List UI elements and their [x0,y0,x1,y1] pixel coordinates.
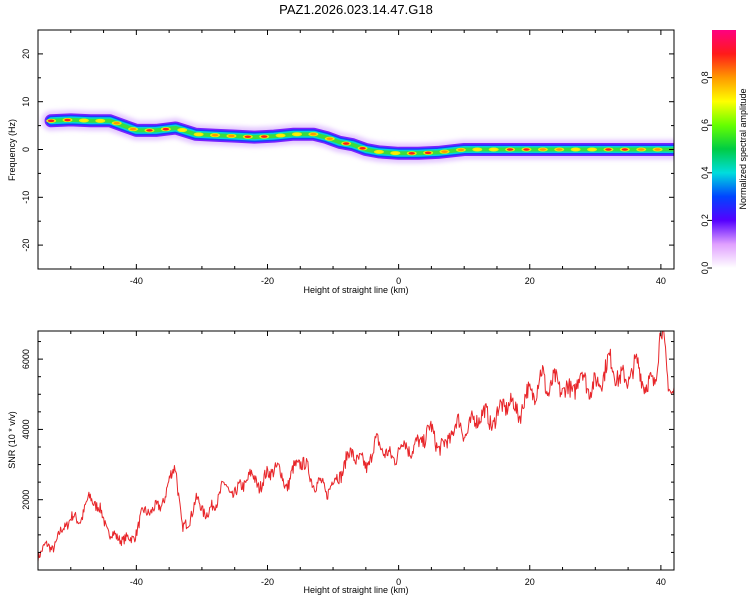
ridge-core-inner [621,148,629,151]
colorbar-tick-label: 0.8 [700,71,710,84]
chart-title: PAZ1.2026.023.14.47.G18 [279,2,433,17]
ridge-core-inner [457,148,465,152]
ridge-core-inner [556,148,563,151]
ridge-core-inner [293,132,301,136]
ridge-core-inner [146,129,153,132]
snr-xtick-label: 20 [525,577,535,587]
ridge-core-inner [129,127,137,131]
colorbar-label: Normalized spectral amplitude [738,88,748,209]
colorbar-tick-label: 0.4 [700,167,710,180]
ridge-core-inner [244,135,252,139]
spectrogram-xlabel: Height of straight line (km) [303,285,408,295]
ridge-core-inner [588,148,596,151]
spectrogram-xtick-label: 40 [656,276,666,286]
colorbar-tick-label: 0.6 [700,119,710,132]
snr-series-line [38,331,674,562]
spectrogram-axes: -40 -20 0 20 40 -20 -10 0 10 20 [21,29,674,286]
snr-ytick-label: 2000 [21,490,31,510]
ridge-core-inner [654,148,661,151]
ridge-peak-cores [46,118,663,156]
ridge-core-inner [359,147,366,150]
ridge-core-inner [490,148,497,151]
spectrogram-ytick-label: 20 [21,49,31,59]
spectrogram-xtick-label: -40 [130,276,143,286]
ridge-core-inner [195,133,202,136]
ridge-core-inner [441,150,448,153]
snr-plot: -40 -20 0 20 40 2000 4000 6000 Height of straig… [7,330,675,595]
ridge-core-inner [342,142,350,145]
ridge-core-inner [572,148,579,151]
snr-xtick-label: 0 [396,577,401,587]
snr-frame [37,330,675,571]
ridge-core-inner [47,119,55,123]
spectrogram-xtick-label: 20 [525,276,535,286]
ridge-core-inner [506,148,514,151]
ridge-core-inner [310,132,317,136]
ridge-core-inner [64,118,71,122]
ridge-core-inner [638,148,645,151]
spectrogram-ytick-label: -10 [21,191,31,204]
spectrogram-ytick-label: -20 [21,239,31,252]
spectrogram-ytick-label: 10 [21,97,31,107]
ridge-core-inner [523,148,530,151]
ridge-core-inner [179,128,186,132]
colorbar-tick-label: 0.2 [700,214,710,227]
ridge-core-inner [80,119,88,122]
spectrogram-xtick-label: 0 [396,276,401,286]
ridge-core-inner [408,152,415,155]
ridge-core-inner [113,121,120,125]
ridge-core-inner [326,137,333,141]
ridge-core-inner [605,148,612,151]
colorbar-tick-label: 0.0 [700,262,710,275]
ridge-core-inner [375,150,383,154]
spectrogram-ridge [41,109,674,164]
ridge-core-inner [211,133,219,137]
ridge-core-inner [261,135,268,138]
colorbar: 0.0 0.2 0.4 0.6 0.8 Normalized spectral ampl… [700,30,748,274]
spectrogram-xtick-label: -20 [261,276,274,286]
ridge-core-inner [424,151,432,155]
snr-xlabel: Height of straight line (km) [303,585,408,595]
ridge-core-inner [392,151,399,155]
snr-xtick-label: -40 [130,577,143,587]
snr-ytick-label: 6000 [21,349,31,369]
ridge-core-inner [228,134,235,138]
ridge-core-inner [97,119,104,123]
spectrogram-plot: -40 -20 0 20 40 -20 -10 0 10 20 Height of straigh… [7,29,675,295]
snr-ytick-label: 4000 [21,419,31,439]
ridge-core-inner [162,127,170,131]
colorbar-ticks: 0.0 0.2 0.4 0.6 0.8 [700,71,712,274]
spectrogram-ytick-label: 0 [21,147,31,152]
snr-xtick-label: -20 [261,577,274,587]
colorbar-gradient [712,30,736,268]
ridge-core-inner [277,134,284,137]
spectrogram-ylabel: Frequency (Hz) [7,119,17,181]
ridge-core-inner [539,148,547,151]
ridge-core-inner [474,148,481,151]
snr-ylabel: SNR (10 * v/v) [7,411,17,469]
snr-axes: -40 -20 0 20 40 2000 4000 6000 [21,331,674,587]
snr-xtick-label: 40 [656,577,666,587]
